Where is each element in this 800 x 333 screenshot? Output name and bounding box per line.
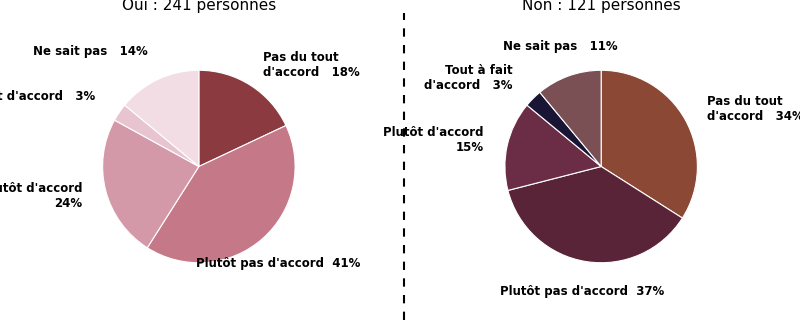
Text: Plutôt pas d'accord  41%: Plutôt pas d'accord 41% (196, 257, 361, 270)
Title: Non : 121 personnes: Non : 121 personnes (522, 0, 681, 13)
Wedge shape (540, 70, 601, 166)
Text: Plutôt d'accord
15%: Plutôt d'accord 15% (383, 126, 484, 154)
Text: Plutôt d'accord
24%: Plutôt d'accord 24% (0, 182, 82, 210)
Text: Tout à fait
d'accord   3%: Tout à fait d'accord 3% (424, 64, 513, 92)
Title: Oui : 241 personnes: Oui : 241 personnes (122, 0, 276, 13)
Wedge shape (114, 105, 199, 166)
Wedge shape (601, 70, 698, 218)
Wedge shape (147, 126, 295, 263)
Text: Ne sait pas   11%: Ne sait pas 11% (503, 40, 618, 53)
Wedge shape (508, 166, 682, 263)
Text: Ne sait pas   14%: Ne sait pas 14% (33, 45, 148, 58)
Text: Pas du tout
d'accord   18%: Pas du tout d'accord 18% (263, 51, 360, 79)
Wedge shape (199, 70, 286, 166)
Text: Pas du tout
d'accord   34%: Pas du tout d'accord 34% (706, 95, 800, 123)
Wedge shape (125, 70, 199, 166)
Text: Tout à fait d'accord   3%: Tout à fait d'accord 3% (0, 90, 95, 103)
Wedge shape (102, 120, 199, 248)
Wedge shape (527, 92, 601, 166)
Text: Plutôt pas d'accord  37%: Plutôt pas d'accord 37% (500, 285, 665, 298)
Wedge shape (505, 105, 601, 190)
